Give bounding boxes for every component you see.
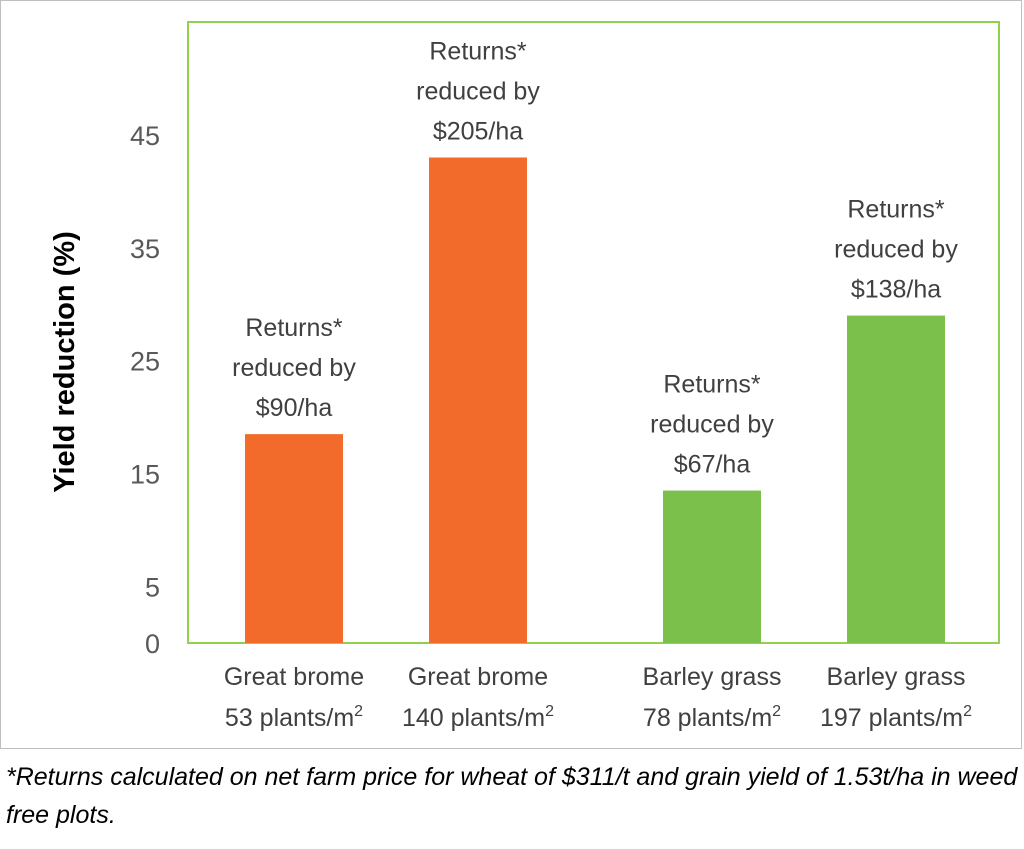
bar-annotation-line: $67/ha xyxy=(674,451,751,479)
y-axis-label: Yield reduction (%) xyxy=(49,231,81,493)
category-label-line2: 78 plants/m2 xyxy=(643,703,781,732)
bar-annotation-line: reduced by xyxy=(650,411,774,439)
bar-annotation-line: reduced by xyxy=(834,236,958,264)
y-tick-label: 45 xyxy=(130,121,160,151)
chart-frame xyxy=(0,0,1022,749)
bar-annotation-line: reduced by xyxy=(232,354,356,382)
bar-annotation-line: Returns* xyxy=(847,196,945,224)
y-tick-label: 25 xyxy=(130,347,160,377)
yield-reduction-chart: 0 5 15 25 35 45 Yield reduction (%) Returns* red… xyxy=(49,21,1000,732)
bar xyxy=(663,490,761,643)
bar-annotation-line: Returns* xyxy=(663,371,761,399)
bar xyxy=(847,315,945,643)
y-tick-label: 5 xyxy=(145,573,160,603)
bar-annotation-line: $138/ha xyxy=(851,276,941,304)
plot-area-border xyxy=(187,21,1000,644)
category-label-line2: 197 plants/m2 xyxy=(820,703,972,732)
bar-annotation-line: $205/ha xyxy=(433,117,523,145)
category-label-line1: Great brome xyxy=(408,663,548,691)
bar-annotation-line: $90/ha xyxy=(256,394,333,422)
bar-annotation-line: reduced by xyxy=(416,77,540,105)
category-label-line1: Barley grass xyxy=(827,663,966,691)
bar-annotation-line: Returns* xyxy=(429,37,527,65)
y-tick-label: 15 xyxy=(130,460,160,490)
category-label-line1: Great brome xyxy=(224,663,364,691)
category-label-line2: 140 plants/m2 xyxy=(402,703,554,732)
footnote: *Returns calculated on net farm price fo… xyxy=(6,763,1018,829)
bar-annotation-line: Returns* xyxy=(245,314,343,342)
y-tick-label: 35 xyxy=(130,234,160,264)
bar xyxy=(429,157,527,643)
category-label-line2: 53 plants/m2 xyxy=(225,703,363,732)
bar xyxy=(245,434,343,643)
category-label-line1: Barley grass xyxy=(643,663,782,691)
y-tick-label: 0 xyxy=(145,629,160,659)
